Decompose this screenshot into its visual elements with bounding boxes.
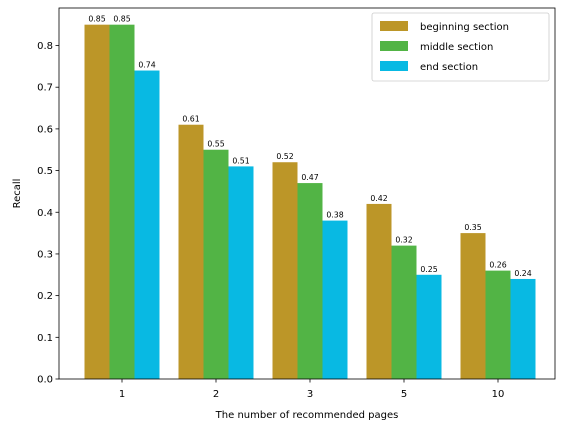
data-label: 0.61 xyxy=(182,115,199,124)
data-label: 0.38 xyxy=(326,211,343,220)
y-tick-label: 0.5 xyxy=(37,166,53,177)
x-tick-label: 5 xyxy=(401,389,407,400)
data-label: 0.24 xyxy=(514,269,531,278)
data-labels-group: 0.85 0.61 0.52 0.42 0.35 0.85 0.55 0.47 0.32 0.26… xyxy=(88,15,531,278)
bar xyxy=(510,278,536,379)
legend-label: end section xyxy=(420,62,478,73)
legend-swatch xyxy=(380,41,408,51)
plot-frame xyxy=(58,7,556,380)
x-tick-label: 10 xyxy=(492,389,505,400)
y-tick-label: 0.6 xyxy=(37,124,53,135)
y-tick-label: 0.8 xyxy=(37,41,53,52)
bar xyxy=(272,162,298,379)
data-label: 0.32 xyxy=(395,236,412,245)
data-label: 0.85 xyxy=(113,15,130,24)
data-label: 0.55 xyxy=(207,140,224,149)
legend-label: beginning section xyxy=(420,22,509,33)
bar xyxy=(134,70,160,380)
data-label: 0.25 xyxy=(420,265,437,274)
legend-swatch xyxy=(380,21,408,31)
bar xyxy=(109,24,135,379)
axes-group: 0.0 0.1 0.2 0.3 0.4 0.5 0.6 0.7 0.8 1 2 3 5 10 The num… xyxy=(12,7,556,421)
y-tick-label: 0.7 xyxy=(37,83,53,94)
x-tick-label: 1 xyxy=(119,389,125,400)
x-tick-label: 2 xyxy=(213,389,219,400)
bars-group xyxy=(84,24,536,380)
data-label: 0.85 xyxy=(88,15,105,24)
bar xyxy=(460,233,486,379)
data-label: 0.47 xyxy=(301,173,318,182)
y-tick-label: 0.3 xyxy=(37,249,53,260)
y-tick-label: 0.2 xyxy=(37,291,53,302)
bar xyxy=(366,203,392,379)
legend: beginning section middle section end secti… xyxy=(371,12,550,82)
bar xyxy=(228,166,254,379)
data-label: 0.51 xyxy=(232,156,249,165)
data-label: 0.42 xyxy=(370,194,387,203)
bar xyxy=(416,274,442,379)
legend-swatch xyxy=(380,61,408,71)
y-tick-label: 0.1 xyxy=(37,333,53,344)
y-axis-label: Recall xyxy=(12,179,23,209)
bar xyxy=(203,149,229,379)
bar xyxy=(322,220,348,379)
bar xyxy=(297,183,323,379)
y-tick-label: 0.0 xyxy=(37,375,53,386)
bar xyxy=(485,270,511,379)
data-label: 0.26 xyxy=(489,261,506,270)
x-tick-label: 3 xyxy=(307,389,313,400)
bar xyxy=(84,24,110,379)
data-label: 0.35 xyxy=(464,223,481,232)
data-label: 0.52 xyxy=(276,152,293,161)
bar xyxy=(178,124,204,379)
bar xyxy=(391,245,417,379)
data-label: 0.74 xyxy=(138,61,155,70)
legend-label: middle section xyxy=(420,42,493,53)
y-tick-label: 0.4 xyxy=(37,208,53,219)
legend-frame xyxy=(371,12,550,82)
x-axis-label: The number of recommended pages xyxy=(215,410,399,421)
